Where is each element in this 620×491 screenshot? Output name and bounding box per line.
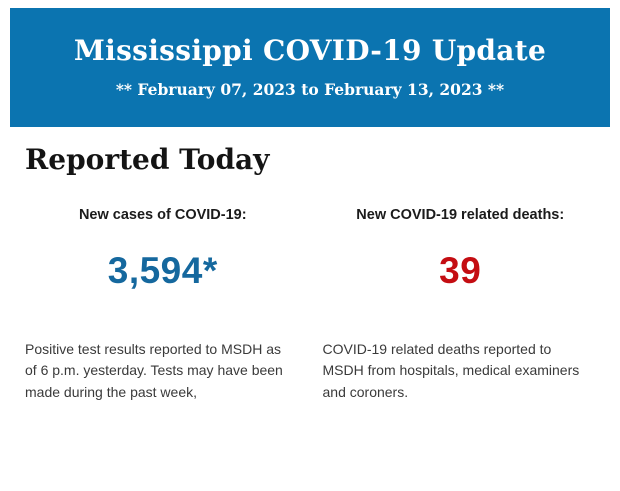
newsletter-banner: Mississippi COVID-19 Update ** February … (10, 8, 610, 127)
stat-cases-label: New cases of COVID-19: (78, 207, 247, 224)
section-heading: Reported Today (25, 143, 270, 176)
banner-date-range: ** February 07, 2023 to February 13, 202… (115, 80, 505, 100)
stat-deaths-label: New COVID-19 related deaths: (356, 207, 565, 224)
banner-title: Mississippi COVID-19 Update (73, 34, 547, 68)
stat-deaths-description: COVID-19 related deaths reported to MSDH… (322, 340, 580, 400)
stat-cases-description: Positive test results reported to MSDH a… (25, 340, 283, 400)
stat-deaths: New COVID-19 related deaths: 39 COVID-19… (323, 207, 599, 403)
stat-cases: New cases of COVID-19: 3,594* Positive t… (25, 207, 301, 403)
stats-row: New cases of COVID-19: 3,594* Positive t… (0, 207, 620, 403)
stat-cases-value: 3,594* (107, 249, 218, 291)
stat-deaths-value: 39 (439, 249, 482, 291)
